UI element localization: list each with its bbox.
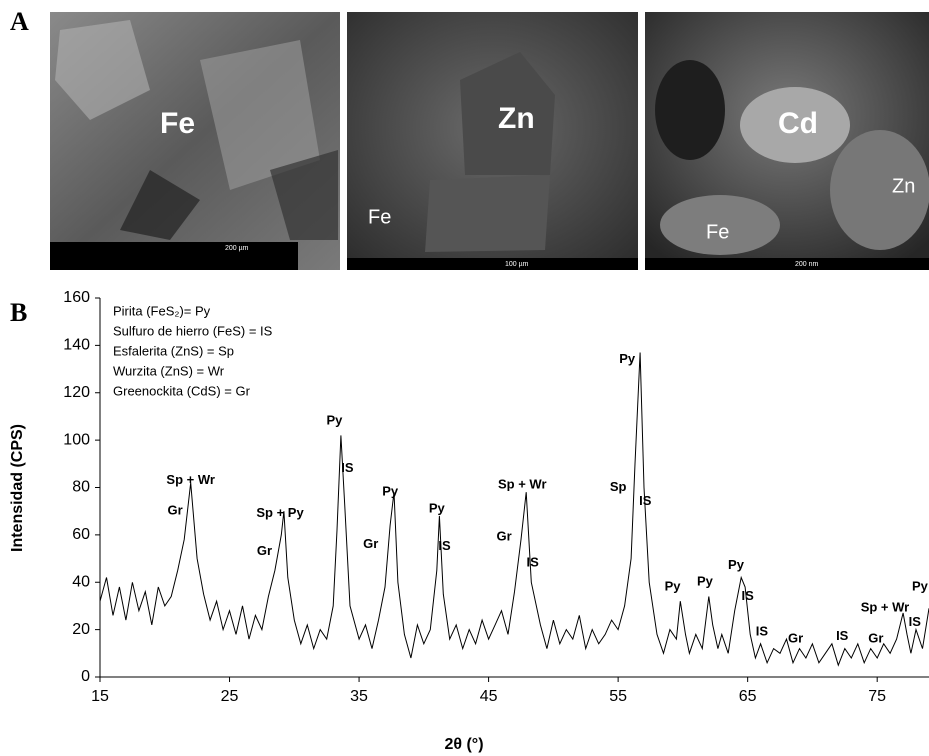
- image-label: Zn: [892, 175, 915, 197]
- x-axis-label: 2θ (°): [444, 736, 483, 753]
- peak-annotation: Py: [665, 578, 682, 593]
- y-tick-label: 60: [72, 526, 90, 543]
- y-tick-label: 160: [63, 289, 90, 306]
- peak-annotation: Gr: [257, 543, 272, 558]
- image-label: Zn: [498, 102, 535, 135]
- peak-annotation: IS: [756, 623, 769, 638]
- peak-annotation: Py: [912, 578, 929, 593]
- peak-annotation: IS: [341, 460, 354, 475]
- x-tick-label: 35: [350, 688, 368, 705]
- peak-annotation: Sp + Wr: [498, 477, 547, 492]
- peak-annotation: IS: [639, 493, 652, 508]
- peak-annotation: IS: [742, 588, 755, 603]
- panel-label: A: [10, 7, 29, 36]
- peak-annotation: Py: [429, 500, 446, 515]
- scale-bar: 200 µm: [225, 245, 249, 252]
- panel-label: B: [10, 298, 27, 327]
- x-tick-label: 15: [91, 688, 109, 705]
- peak-annotation: Gr: [168, 503, 183, 518]
- peak-annotation: Py: [382, 484, 399, 499]
- peak-annotation: IS: [438, 538, 451, 553]
- x-tick-label: 25: [221, 688, 239, 705]
- sem-image: Fe 200 µm: [50, 12, 340, 270]
- y-axis-label: Intensidad (CPS): [9, 424, 26, 552]
- legend-note: Esfalerita (ZnS) = Sp: [113, 343, 234, 358]
- y-tick-label: 120: [63, 384, 90, 401]
- scale-bar: 200 nm: [795, 261, 819, 268]
- xrd-line: [99, 352, 929, 667]
- sem-image: Cd Zn Fe 200 nm: [645, 12, 929, 270]
- x-tick-label: 65: [739, 688, 757, 705]
- legend-note: Wurzita (ZnS) = Wr: [113, 363, 225, 378]
- peak-annotation: IS: [526, 555, 539, 570]
- y-tick-label: 80: [72, 479, 90, 496]
- peak-annotation: Sp + Wr: [861, 600, 910, 615]
- y-tick-label: 40: [72, 573, 90, 590]
- x-tick-label: 45: [480, 688, 498, 705]
- peak-annotation: Gr: [363, 536, 378, 551]
- peak-annotation: Sp: [610, 479, 627, 494]
- legend-note: Sulfuro de hierro (FeS) = IS: [113, 323, 273, 338]
- peak-annotation: Gr: [868, 631, 883, 646]
- y-tick-label: 20: [72, 621, 90, 638]
- peak-annotation: IS: [836, 628, 849, 643]
- legend-note: Greenockita (CdS) = Gr: [113, 383, 251, 398]
- y-tick-label: 100: [63, 431, 90, 448]
- image-label: Fe: [160, 107, 195, 140]
- peak-annotation: Gr: [497, 529, 512, 544]
- legend-note: Pirita (FeS₂)= Py: [113, 303, 211, 318]
- peak-annotation: Py: [619, 351, 636, 366]
- image-label: Fe: [706, 221, 729, 243]
- scale-bar: 100 µm: [505, 261, 529, 268]
- peak-annotation: IS: [909, 614, 922, 629]
- x-tick-label: 75: [868, 688, 886, 705]
- y-tick-label: 140: [63, 337, 90, 354]
- image-label: Fe: [368, 206, 391, 228]
- peak-annotation: Py: [697, 574, 714, 589]
- peak-annotation: Gr: [788, 631, 803, 646]
- peak-annotation: Sp + Wr: [166, 472, 215, 487]
- x-tick-label: 55: [609, 688, 627, 705]
- sem-image: Zn Fe 100 µm: [347, 12, 638, 270]
- y-tick-label: 0: [81, 668, 90, 685]
- peak-annotation: Py: [728, 557, 745, 572]
- image-label: Cd: [778, 107, 818, 140]
- peak-annotation: Sp + Py: [256, 505, 304, 520]
- peak-annotation: Py: [326, 413, 343, 428]
